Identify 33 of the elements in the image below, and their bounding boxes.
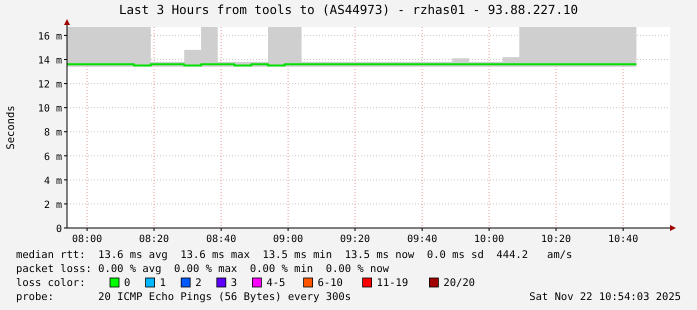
- x-tick-label: 10:00: [474, 234, 504, 245]
- y-tick-label: 12 m: [38, 80, 62, 91]
- text: packet loss: 0.00 % avg 0.00 % max 0.00 % min 0.00 % now: [16, 263, 390, 275]
- x-tick-label: 08:20: [138, 234, 170, 245]
- y-tick-label: 14 m: [38, 55, 62, 66]
- text: 2: [195, 277, 202, 289]
- x-tick-label: 09:20: [340, 234, 370, 245]
- x-tick-label: 09:00: [273, 234, 304, 245]
- text: 6-10: [318, 277, 343, 289]
- y-tick-label: 4 m: [44, 176, 62, 187]
- text: probe: 20 ICMP Echo Pings (56 Bytes) every 300s: [16, 291, 352, 303]
- y-axis-title: Seconds: [5, 105, 17, 150]
- text: 1: [160, 277, 166, 289]
- text: median rtt: 13.6 ms avg 13.6 ms max 13.5 ms min 13.5 ms now 0.0 ms sd 444.2 am/s: [16, 249, 572, 261]
- x-tick-label: 10:20: [540, 234, 572, 245]
- text: 11-19: [376, 277, 408, 289]
- y-tick-label: 8 m: [44, 128, 62, 139]
- x-tick-label: 08:00: [72, 234, 102, 245]
- x-tick-label: 08:40: [206, 234, 236, 245]
- y-tick-label: 10 m: [38, 104, 62, 115]
- x-tick-label: 09:40: [407, 234, 438, 245]
- y-tick-label: 16 m: [38, 31, 62, 42]
- text: 3: [230, 277, 238, 289]
- text: Sat Nov 22 10:54:03 2025: [529, 291, 681, 303]
- y-tick-label: 0: [56, 224, 62, 235]
- x-tick-label: 10:40: [608, 234, 638, 245]
- y-tick-label: 2 m: [44, 200, 62, 211]
- text: 4-5: [266, 277, 286, 289]
- chart-title: Last 3 Hours from tools to (AS44973) - rzhas01 - 93.88.227.10: [118, 2, 578, 17]
- y-tick-label: 6 m: [44, 152, 62, 163]
- text: 0: [124, 277, 130, 289]
- text: 20/20: [443, 277, 476, 289]
- text: loss color:: [16, 277, 86, 289]
